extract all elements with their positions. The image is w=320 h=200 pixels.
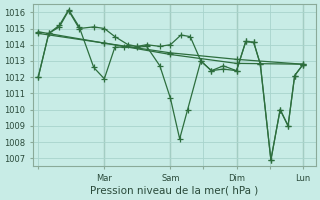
X-axis label: Pression niveau de la mer( hPa ): Pression niveau de la mer( hPa ) (90, 186, 259, 196)
